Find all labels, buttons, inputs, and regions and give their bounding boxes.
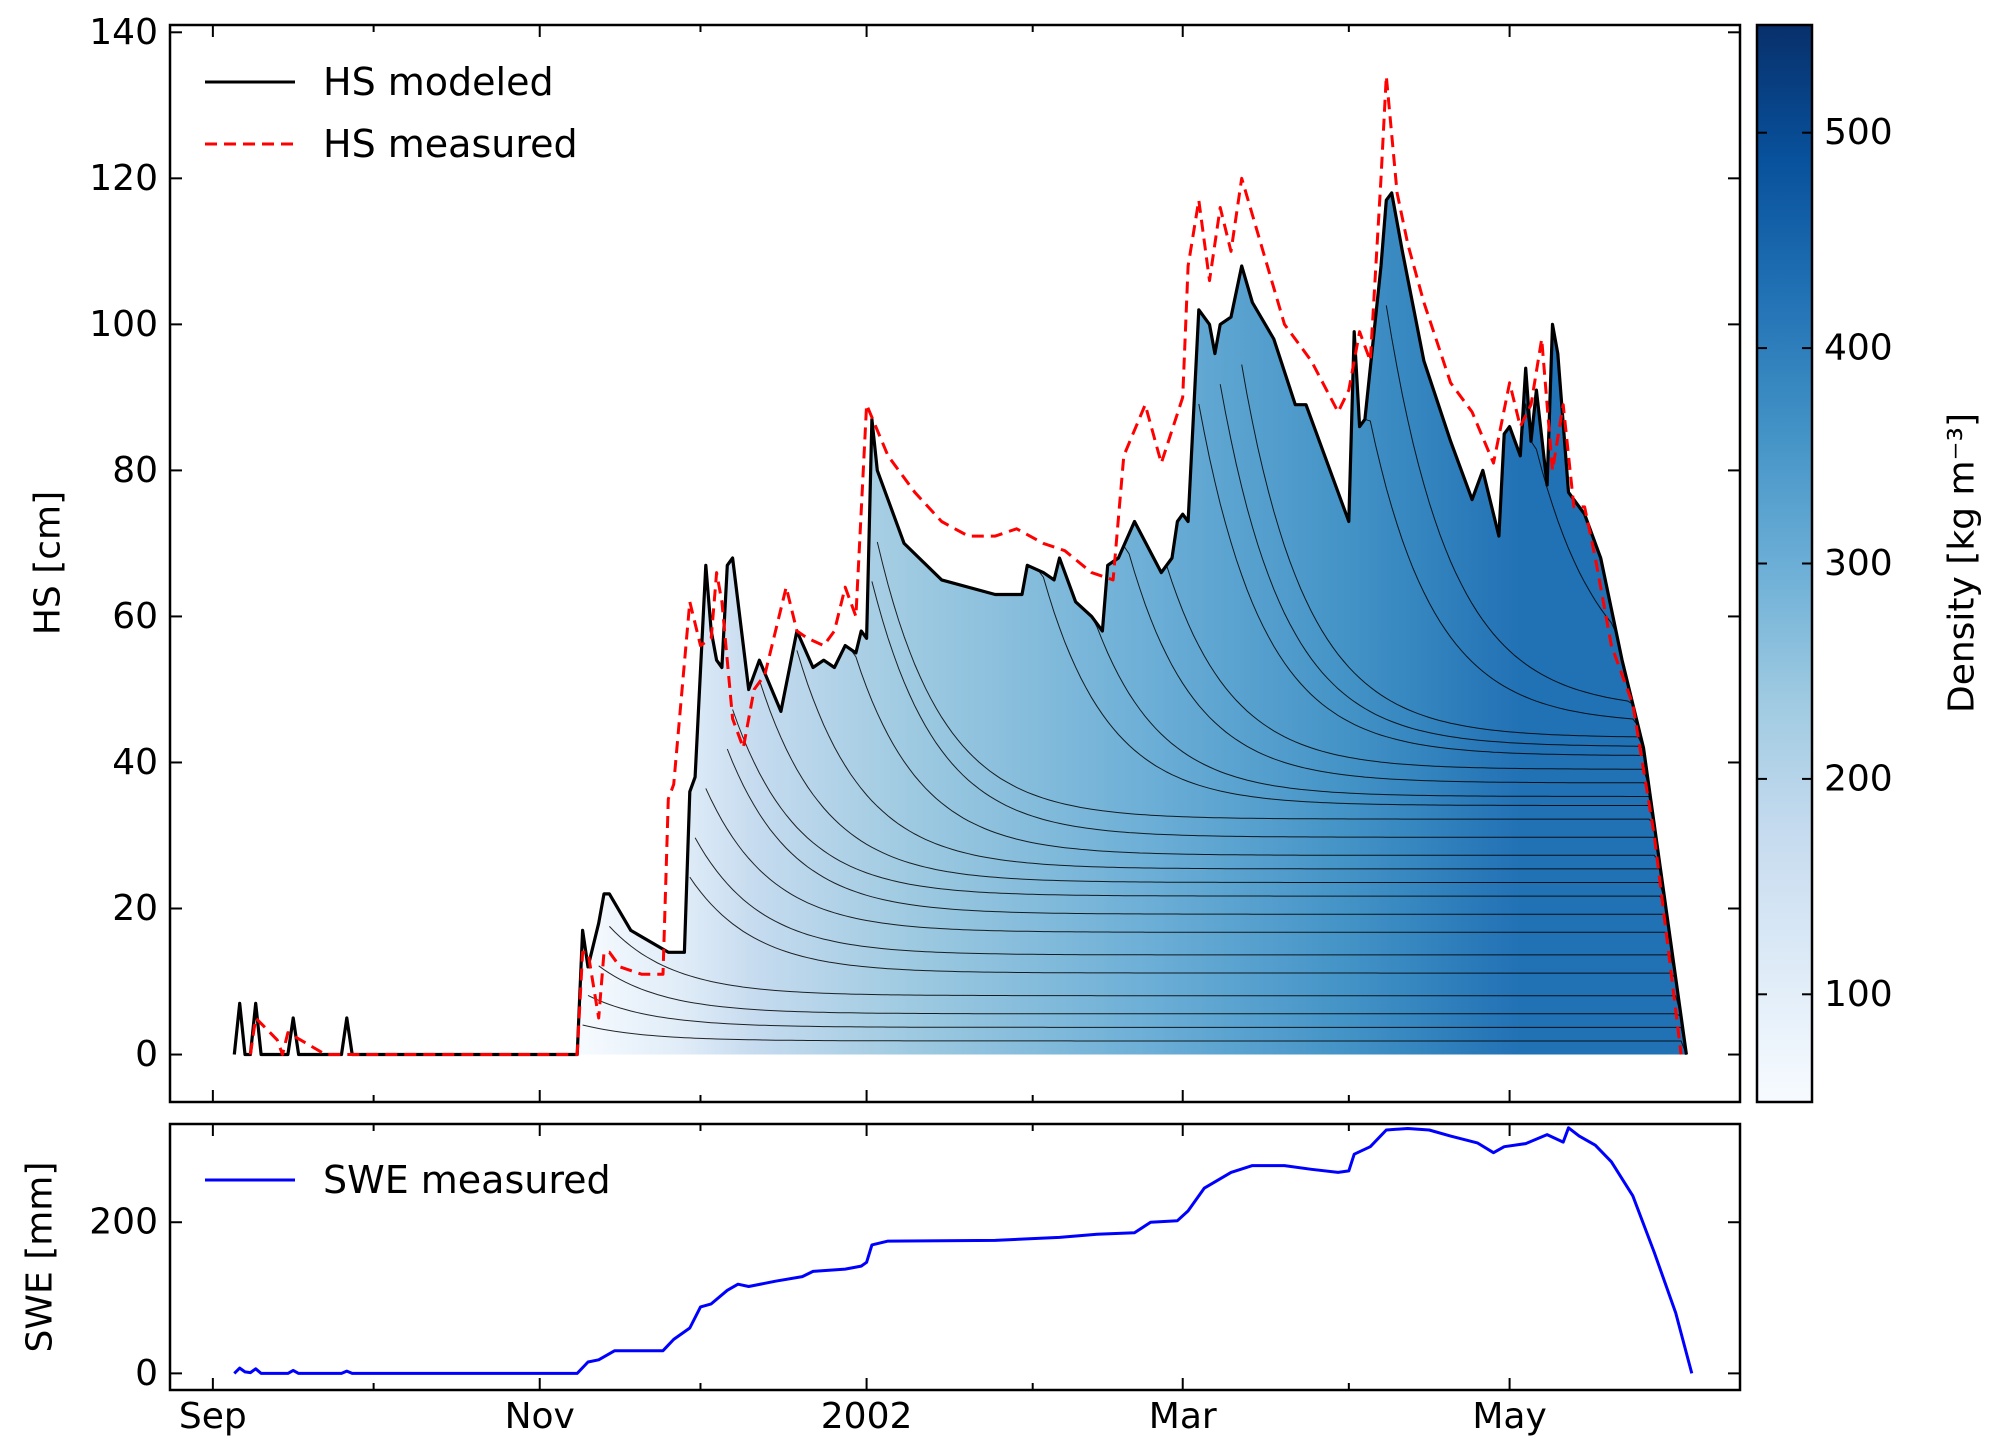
snowpack-layer-line: [876, 541, 1687, 1055]
y-tick-label: 100: [89, 304, 158, 345]
snowpack-layer-line: [1219, 384, 1687, 1055]
snowpack-layer-line: [689, 876, 1687, 1055]
swe-y-axis-label: SWE [mm]: [20, 1162, 61, 1353]
x-tick-label: 2002: [821, 1396, 913, 1437]
snowpack-layer-line: [1353, 334, 1687, 1055]
legend-label-swe-measured: SWE measured: [323, 1158, 611, 1202]
y-tick-label: 80: [112, 450, 158, 491]
snowpack-layer-line: [609, 926, 1687, 1055]
snowpack-layer-line: [871, 581, 1687, 1055]
colorbar-tick-label: 400: [1824, 328, 1893, 369]
snowpack-layer-line: [758, 679, 1687, 1055]
x-tick-label: May: [1472, 1396, 1546, 1437]
hs-x-ticks: [211, 25, 1511, 1102]
hs-panel: 0 20 40 60 80 100 120 140 HS [cm] HS modeled HS…: [28, 12, 1742, 1104]
y-tick-label: 0: [135, 1034, 158, 1075]
snowpack-layer-line: [1107, 544, 1687, 1055]
hs-y-ticks: 0 20 40 60 80 100 120 140: [89, 12, 1740, 1075]
snowpack-layer-line: [582, 1024, 1687, 1055]
colorbar-tick-label: 300: [1824, 543, 1893, 584]
legend-label-hs-measured: HS measured: [323, 122, 578, 166]
snowpack-density-area: [577, 192, 1687, 1055]
y-tick-label: 200: [89, 1202, 158, 1243]
y-tick-label: 120: [89, 158, 158, 199]
colorbar-tick-label: 100: [1824, 974, 1893, 1015]
hs-plot-frame: [168, 23, 1742, 1104]
colorbar-tick-label: 500: [1824, 112, 1893, 153]
y-tick-label: 20: [112, 888, 158, 929]
hs-y-axis-label: HS [cm]: [28, 491, 69, 635]
hs-modeled-line: [232, 191, 1688, 1057]
colorbar-tick-label: 200: [1824, 758, 1893, 799]
swe-plot-frame: [168, 1122, 1742, 1392]
y-tick-label: 40: [112, 742, 158, 783]
x-tick-label: Nov: [505, 1396, 575, 1437]
snowpack-layer-line: [1027, 564, 1687, 1055]
hs-series-lines: [232, 74, 1688, 1057]
x-tick-label: Mar: [1149, 1396, 1217, 1437]
snowpack-layer-line: [1241, 364, 1687, 1055]
swe-legend: SWE measured: [205, 1158, 611, 1202]
colorbar-label: Density [kg m⁻³]: [1942, 413, 1983, 713]
hs-legend: HS modeled HS measured: [205, 60, 578, 166]
snowpack-layer-line: [796, 650, 1687, 1055]
y-tick-label: 0: [135, 1353, 158, 1394]
snowpack-layer-line: [732, 709, 1687, 1055]
hs-measured-line: [248, 74, 1683, 1056]
colorbar-ticks: 100 200 300 400 500: [1757, 112, 1893, 1015]
y-tick-label: 140: [89, 12, 158, 53]
snowpack-layer-line: [726, 748, 1687, 1055]
swe-series-lines: [233, 1126, 1694, 1375]
swe-panel: 0 200 Sep Nov 2002 Mar May SWE [mm] SWE measu…: [20, 1122, 1742, 1437]
snowpack-layer-line: [1134, 521, 1687, 1055]
snowpack-layer-line: [844, 645, 1687, 1055]
snowpack-layer-line: [587, 994, 1687, 1055]
snowpack-fill: [577, 192, 1687, 1055]
y-tick-label: 60: [112, 596, 158, 637]
swe-y-ticks: 0 200: [89, 1202, 1740, 1394]
snowpack-layer-line: [598, 965, 1687, 1055]
snowpack-layer-line: [1059, 557, 1687, 1055]
density-colorbar: 100 200 300 400 500 Density [kg m⁻³]: [1755, 23, 1983, 1104]
snowpack-layer-line: [705, 788, 1687, 1055]
x-tick-label: Sep: [179, 1396, 247, 1437]
swe-x-ticks: Sep Nov 2002 Mar May: [179, 1124, 1547, 1437]
swe-measured-line: [233, 1126, 1694, 1375]
legend-label-hs-modeled: HS modeled: [323, 60, 554, 104]
snowpack-layer-line: [694, 837, 1687, 1055]
snowpack-layer-line: [1198, 403, 1687, 1055]
